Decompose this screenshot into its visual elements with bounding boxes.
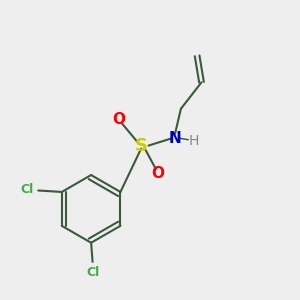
Text: O: O — [112, 112, 126, 127]
Text: S: S — [135, 136, 148, 154]
Text: Cl: Cl — [21, 183, 34, 196]
Text: O: O — [151, 166, 164, 181]
Text: N: N — [169, 131, 182, 146]
Text: Cl: Cl — [86, 266, 99, 279]
Text: H: H — [189, 134, 200, 148]
